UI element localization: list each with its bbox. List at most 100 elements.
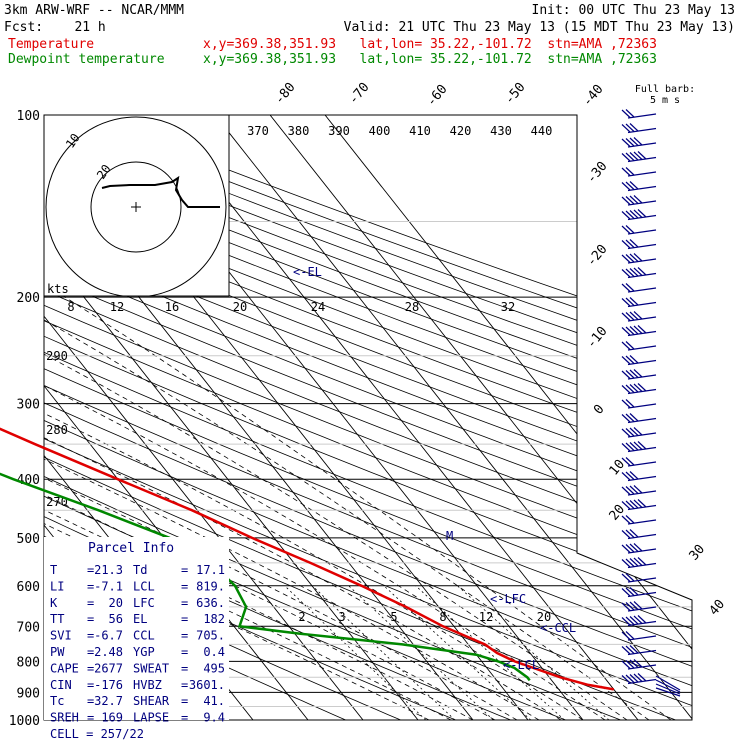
forecast-hour: Fcst: 21 h <box>4 20 106 35</box>
wind-barb-flag <box>637 615 647 624</box>
parcel-value: 182 <box>203 612 225 626</box>
parcel-equals: = <box>87 579 94 593</box>
wind-barb-staff <box>627 171 657 177</box>
surface-wind-barb <box>655 675 681 691</box>
dewpoint-legend: Dewpoint temperature <box>8 52 165 67</box>
wind-barb-flag <box>625 297 635 306</box>
isotherm-label: -60 <box>424 82 451 110</box>
parcel-cell: CELL = 257/22 <box>50 727 144 740</box>
wind-barb-flag <box>621 544 631 553</box>
level-annotation: <-EL <box>293 265 322 279</box>
theta-label: 440 <box>531 124 553 138</box>
parcel-key: CIN <box>50 678 72 692</box>
pressure-label: 100 <box>17 109 40 124</box>
wind-barb-flag <box>633 137 643 146</box>
isotherm-label: -30 <box>584 159 611 187</box>
theta-label-left: 270 <box>46 495 68 509</box>
wind-barb-flag <box>625 152 635 161</box>
wind-barb-flag <box>629 268 639 277</box>
wind-barb-flag <box>625 500 635 509</box>
parcel-value: 636. <box>196 596 225 610</box>
theta-label-left: 280 <box>46 423 68 437</box>
wind-barb-flag <box>633 209 643 218</box>
wind-barb-flag <box>621 602 631 611</box>
theta-label: 430 <box>490 124 512 138</box>
mixing-ratio-label: 20 <box>537 610 551 624</box>
wind-barb-flag <box>633 601 643 610</box>
wind-barb-flag <box>637 209 647 218</box>
wind-barb-flag <box>621 370 631 379</box>
parcel-key: LFC <box>133 596 155 610</box>
wind-barb-flag <box>629 485 639 494</box>
wind-barb-flag <box>621 167 631 176</box>
surface-wind-barb <box>655 679 681 693</box>
wind-barb-flag <box>621 211 631 220</box>
parcel-key: SREH <box>50 711 79 725</box>
barb-legend-unit: 5 m s <box>650 95 680 106</box>
wind-barb-flag <box>629 427 639 436</box>
level-annotation: <-CCL <box>540 621 576 635</box>
parcel-key: HVBZ <box>133 678 162 692</box>
wind-barb-flag <box>629 253 639 262</box>
wind-barb-flag <box>625 254 635 263</box>
wind-barb-flag <box>629 442 639 451</box>
wind-barb-staff <box>627 577 657 583</box>
wind-barb-flag <box>633 543 643 552</box>
parcel-value: 41. <box>203 694 225 708</box>
wind-barb-staff <box>627 359 657 366</box>
parcel-equals: = <box>181 579 188 593</box>
wind-barb-flag <box>625 529 635 538</box>
wind-barb-flag <box>629 369 639 378</box>
wind-barb-flag <box>621 341 631 350</box>
wind-barb-flag <box>621 385 631 394</box>
temperature-location: x,y=369.38,351.93 lat,lon= 35.22,-101.72… <box>203 37 657 52</box>
wind-barb-flag <box>633 557 643 566</box>
wind-barb-flag <box>629 195 639 204</box>
wind-barb-flag <box>621 327 631 336</box>
moist-adiabat <box>44 221 650 720</box>
parcel-value: 32.7 <box>94 694 123 708</box>
wind-barb-flag <box>629 326 639 335</box>
wind-barb-flag <box>629 181 639 190</box>
parcel-equals: = <box>87 612 94 626</box>
isotherm-label: 0 <box>591 402 608 418</box>
parcel-key: PW <box>50 645 65 659</box>
parcel-equals: = <box>181 563 188 577</box>
wind-barb-flag <box>621 515 631 524</box>
wind-barb-flag <box>621 588 631 597</box>
isotherm-label: 20 <box>607 502 629 524</box>
pressure-label: 1000 <box>9 714 40 729</box>
hodograph-trace <box>101 175 220 208</box>
wind-barbs <box>621 109 657 685</box>
wind-barb-flag <box>621 660 631 669</box>
model-title: 3km ARW-WRF -- NCAR/MMM <box>4 3 185 18</box>
wind-barb-flag <box>621 196 631 205</box>
wind-barb-flag <box>621 559 631 568</box>
moist-adiabat <box>44 221 518 720</box>
wind-barb-flag <box>633 441 643 450</box>
wind-barb-flag <box>621 501 631 510</box>
parcel-key: TT <box>50 612 64 626</box>
parcel-value: 21.3 <box>94 563 123 577</box>
wind-barb-flag <box>633 383 643 392</box>
wind-barb-flag <box>621 254 631 263</box>
wind-barb-staff <box>627 185 657 192</box>
isotherm-label: -50 <box>502 80 529 108</box>
level-annotation: <-LFC <box>490 592 526 606</box>
mixing-ratio-label: 3 <box>338 610 345 624</box>
surface-wind-barb <box>655 683 681 695</box>
wind-barb-flag <box>625 573 635 582</box>
wind-barb-staff <box>627 417 657 424</box>
wind-barb-flag <box>625 674 635 683</box>
parcel-equals: = <box>87 678 94 692</box>
wind-barb-flag <box>621 573 631 582</box>
wind-barb-flag <box>625 138 635 147</box>
wind-barb-staff <box>627 345 657 351</box>
level-annotation: <-LCL <box>503 658 539 672</box>
wind-barb-flag <box>625 268 635 277</box>
parcel-value: 56 <box>109 612 123 626</box>
wind-barb-flag <box>621 414 631 423</box>
wind-barb-flag <box>625 515 635 524</box>
theta-label: 370 <box>247 124 269 138</box>
wind-barb-flag <box>637 325 647 334</box>
